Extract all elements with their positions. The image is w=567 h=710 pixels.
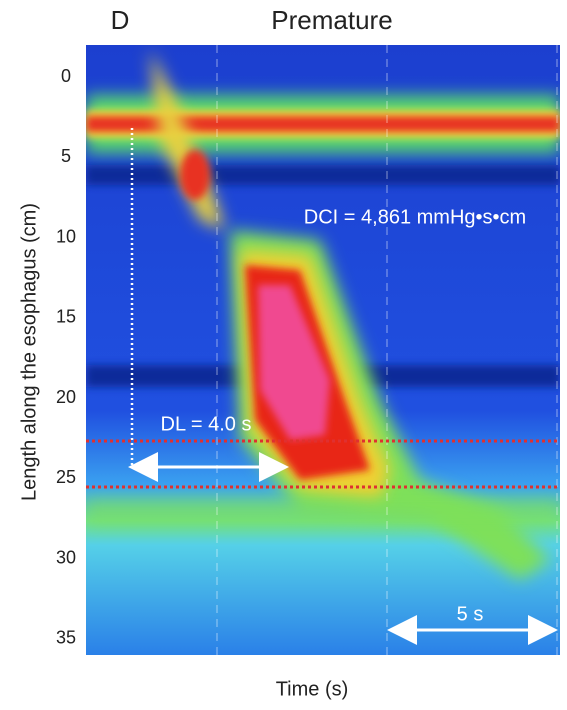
y-tick-label: 20 bbox=[56, 387, 76, 407]
y-tick-label: 0 bbox=[61, 66, 71, 86]
x-axis-label: Time (s) bbox=[276, 678, 349, 700]
y-tick-label: 10 bbox=[56, 226, 76, 246]
dl-annotation: DL = 4.0 s bbox=[161, 413, 252, 435]
panel-label: D bbox=[111, 5, 130, 35]
y-axis-label: Length along the esophagus (cm) bbox=[18, 203, 40, 501]
y-tick-label: 15 bbox=[56, 307, 76, 327]
y-tick-label: 5 bbox=[61, 146, 71, 166]
y-tick-label: 30 bbox=[56, 547, 76, 567]
y-tick-label: 25 bbox=[56, 467, 76, 487]
chart-title: Premature bbox=[271, 5, 392, 35]
scale-annotation: 5 s bbox=[457, 603, 484, 625]
heatmap bbox=[86, 45, 560, 655]
dci-annotation: DCI = 4,861 mmHg•s•cm bbox=[304, 206, 526, 228]
y-tick-label: 35 bbox=[56, 628, 76, 648]
